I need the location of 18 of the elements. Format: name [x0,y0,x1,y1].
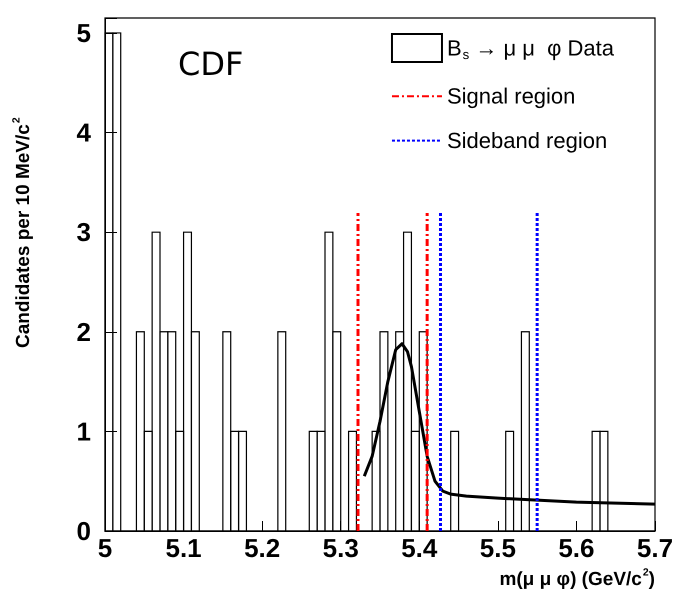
x-tick-label: 5.1 [165,533,202,563]
y-axis-title: Candidates per 10 MeV/c2 [12,117,34,348]
x-tick-label: 5.2 [244,533,280,563]
x-tick-label: 5.5 [480,533,516,563]
legend-label: Signal region [446,84,576,109]
x-tick-label: 5.4 [401,533,438,563]
x-tick-label: 5.3 [322,533,359,563]
y-tick-label: 5 [76,18,91,48]
x-tick-label: 5.6 [558,533,595,563]
y-tick-label: 1 [76,416,91,446]
y-tick-label: 0 [76,516,91,546]
x-tick-label: 5 [98,533,112,563]
annotation: CDF [178,45,244,83]
y-tick-label: 4 [76,118,92,148]
legend-label: Sideband region [446,128,608,154]
y-tick-label: 3 [76,217,91,248]
y-tick-label: 2 [76,316,91,347]
x-tick-label: 5.7 [636,533,674,563]
